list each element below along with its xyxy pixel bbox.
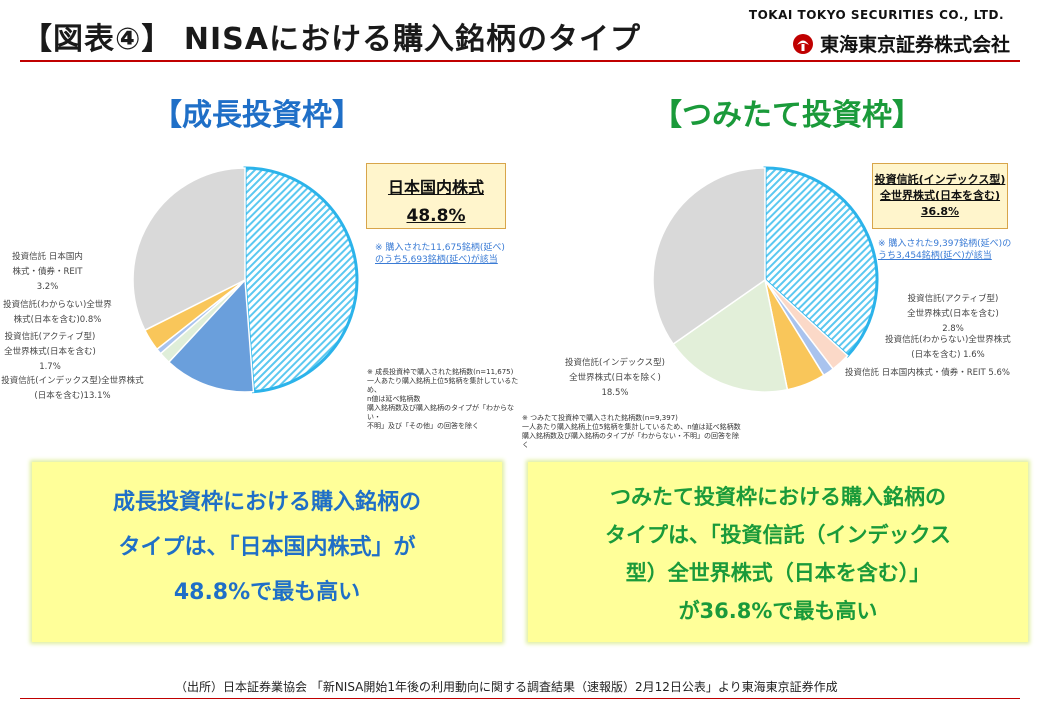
callout-value: 36.8% — [920, 205, 960, 218]
note-line: のうち5,693銘柄(延べ)が該当 — [375, 255, 498, 265]
slice-label-domestic-mix: 投資信託 日本国内株式・債券・REIT 5.6% — [845, 368, 1010, 378]
summary-line: つみたて投資枠における購入銘柄の — [610, 485, 946, 509]
slice-label-domestic-mix: 投資信託 日本国内 株式・債券・REIT 3.2% — [12, 252, 83, 292]
pie-slice-4 — [672, 278, 789, 393]
company-brand: 東海東京証券株式会社 — [792, 30, 1010, 57]
pie-slice-0 — [763, 166, 879, 358]
tokai-logo-icon — [792, 33, 813, 54]
pie-slice-0 — [243, 166, 359, 394]
footer-divider — [20, 698, 1020, 699]
callout-label: 全世界株式(日本を含む) — [879, 189, 1001, 202]
pie-chart-growth — [132, 166, 359, 394]
summary-line: 48.8%で最も高い — [173, 580, 361, 605]
note-line: ※ 購入された9,397銘柄(延べ)の — [878, 239, 1012, 249]
pie-chart-tsumitate — [652, 166, 879, 393]
pie-slice-5 — [652, 167, 766, 346]
section-title-tsumitate: 【つみたて投資枠】 — [652, 98, 922, 133]
callout-value: 48.8% — [406, 206, 466, 226]
note-tsumitate: ※ 購入された9,397銘柄(延べ)の うち3,454銘柄(延べ)が該当 — [878, 238, 1038, 262]
source-note: （出所）日本証券業協会 「新NISA開始1年後の利用動向に関する調査結果（速報版… — [175, 680, 838, 694]
note-line: うち3,454銘柄(延べ)が該当 — [878, 251, 992, 261]
summary-tsumitate: つみたて投資枠における購入銘柄の タイプは、「投資信託（インデックス 型）全世界… — [528, 462, 1028, 642]
slice-label-unknown: 投資信託(わからない)全世界 株式(日本を含む)0.8% — [3, 300, 112, 325]
header-divider — [20, 60, 1020, 62]
callout-label: 日本国内株式 — [387, 178, 484, 197]
slice-label-active: 投資信託(アクティブ型) 全世界株式(日本を含む) 1.7% — [4, 332, 96, 372]
note-growth: ※ 購入された11,675銘柄(延べ) のうち5,693銘柄(延べ)が該当 — [375, 242, 545, 266]
callout-growth-top: 日本国内株式 48.8% — [366, 163, 506, 229]
slice-label-exjp: 投資信託(インデックス型) 全世界株式(日本を除く) 18.5% — [565, 358, 665, 398]
company-name-en: TOKAI TOKYO SECURITIES CO., LTD. — [748, 8, 1004, 22]
summary-line: 型）全世界株式（日本を含む）」 — [625, 561, 931, 585]
slice-label-unknown: 投資信託(わからない)全世界株式 (日本を含む) 1.6% — [885, 335, 1011, 360]
callout-tsumitate-top: 投資信託(インデックス型) 全世界株式(日本を含む) 36.8% — [872, 163, 1008, 229]
footnote-growth: ※ 成長投資枠で購入された銘柄数(n=11,675) 一人あたり購入銘柄上位5銘… — [367, 368, 519, 430]
page-title: 【図表④】 NISAにおける購入銘柄のタイプ — [22, 22, 641, 57]
slice-label-index: 投資信託(インデックス型)全世界株式 (日本を含む)13.1% — [1, 376, 144, 401]
pie-slice-1 — [167, 278, 255, 393]
summary-line: タイプは、「投資信託（インデックス — [605, 523, 951, 547]
summary-line: が36.8%で最も高い — [678, 599, 878, 623]
note-line: ※ 購入された11,675銘柄(延べ) — [375, 243, 505, 253]
summary-line: タイプは、「日本国内株式」が — [118, 535, 416, 560]
slice-label-active: 投資信託(アクティブ型) 全世界株式(日本を含む) 2.8% — [907, 294, 999, 334]
section-title-growth: 【成長投資枠】 — [152, 98, 362, 133]
summary-line: 成長投資枠における購入銘柄の — [112, 490, 421, 515]
summary-growth: 成長投資枠における購入銘柄の タイプは、「日本国内株式」が 48.8%で最も高い — [32, 462, 502, 642]
company-name-jp: 東海東京証券株式会社 — [819, 34, 1010, 56]
callout-label: 投資信託(インデックス型) — [874, 173, 1006, 186]
pie-slice-5 — [132, 167, 246, 332]
footnote-tsumitate: ※ つみたて投資枠で購入された銘柄数(n=9,397) 一人あたり購入銘柄上位5… — [522, 414, 741, 449]
